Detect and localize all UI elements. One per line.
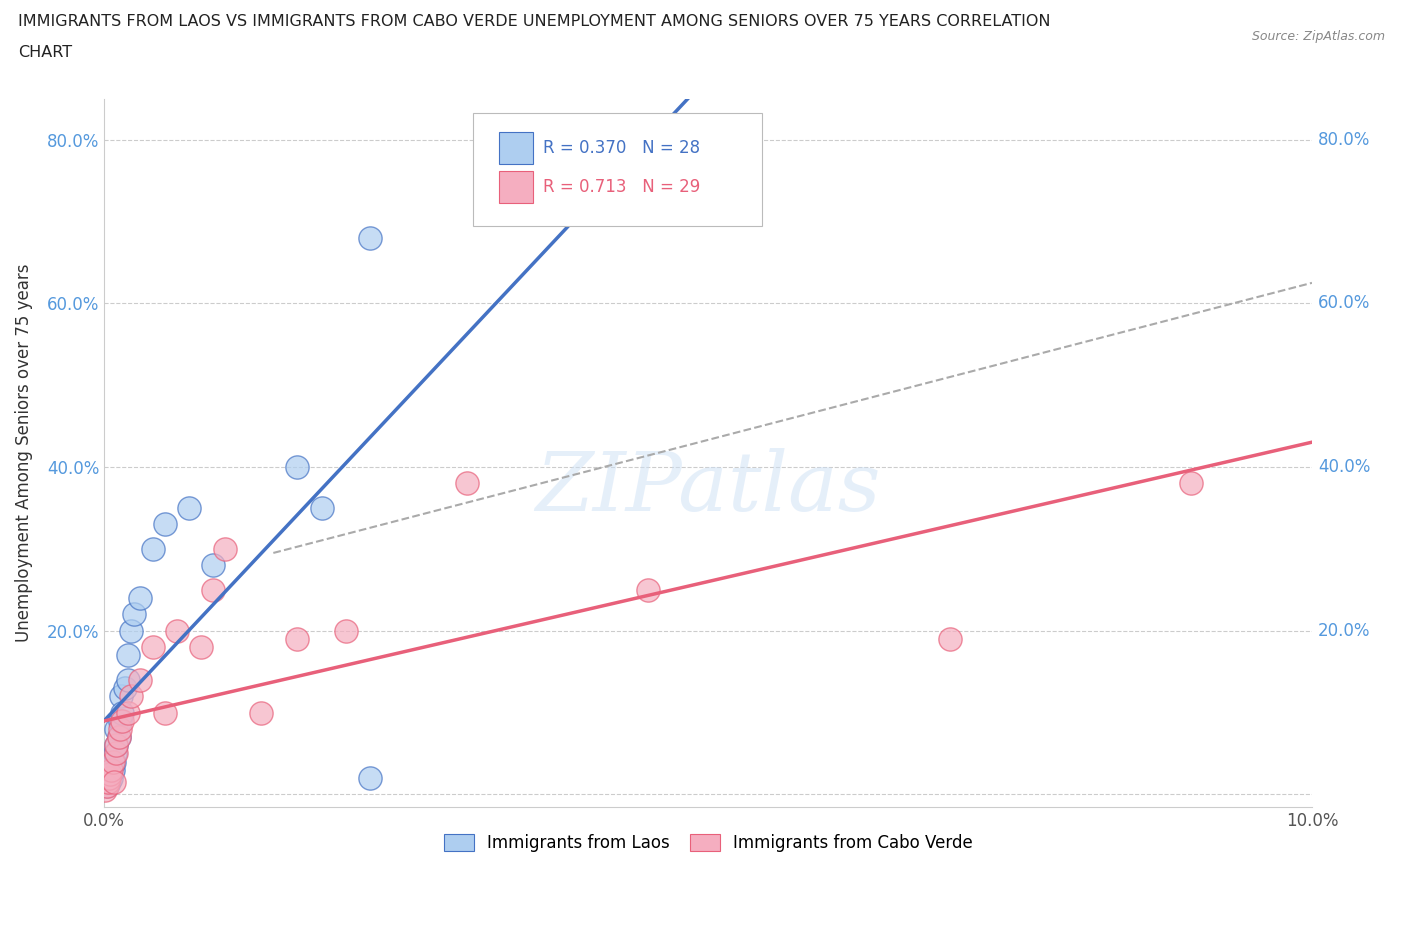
Point <box>124 607 146 622</box>
Point <box>335 623 357 638</box>
Point <box>108 722 131 737</box>
Point <box>287 459 309 474</box>
Point <box>1180 476 1202 491</box>
Y-axis label: Unemployment Among Seniors over 75 years: Unemployment Among Seniors over 75 years <box>15 263 32 642</box>
Point <box>94 783 117 798</box>
Point <box>96 778 118 793</box>
Point <box>120 689 142 704</box>
Point <box>938 631 960 646</box>
Point <box>311 500 333 515</box>
Point <box>100 771 122 786</box>
Point <box>104 746 127 761</box>
Legend: Immigrants from Laos, Immigrants from Cabo Verde: Immigrants from Laos, Immigrants from Ca… <box>437 827 980 858</box>
Point <box>637 582 659 597</box>
Point <box>111 705 134 720</box>
Point <box>142 541 165 556</box>
Point <box>166 623 188 638</box>
Point <box>101 763 124 777</box>
Text: ZIPatlas: ZIPatlas <box>536 448 880 528</box>
Point <box>153 705 176 720</box>
Text: R = 0.370   N = 28: R = 0.370 N = 28 <box>543 140 700 157</box>
Point <box>96 778 118 793</box>
Point <box>142 640 165 655</box>
Point <box>100 763 122 777</box>
Point <box>98 766 121 781</box>
Point <box>287 631 309 646</box>
Point <box>129 672 152 687</box>
Point <box>190 640 212 655</box>
Point <box>98 775 121 790</box>
Bar <box>499 132 533 165</box>
Point <box>103 775 125 790</box>
Point <box>214 541 236 556</box>
Text: Source: ZipAtlas.com: Source: ZipAtlas.com <box>1251 30 1385 43</box>
Point <box>105 722 128 737</box>
Point <box>359 771 381 786</box>
Text: CHART: CHART <box>18 45 72 60</box>
Point <box>101 754 124 769</box>
Point <box>105 737 128 752</box>
Point <box>107 730 129 745</box>
Point <box>111 713 134 728</box>
Point <box>97 775 120 790</box>
Point <box>177 500 200 515</box>
Point <box>105 737 128 752</box>
Point <box>103 754 125 769</box>
Point <box>117 672 139 687</box>
Point <box>129 591 152 605</box>
Point <box>250 705 273 720</box>
Point <box>110 689 132 704</box>
Point <box>108 713 131 728</box>
Point <box>107 730 129 745</box>
Point <box>98 766 121 781</box>
Point <box>117 705 139 720</box>
Text: 20.0%: 20.0% <box>1317 621 1371 640</box>
Text: 40.0%: 40.0% <box>1317 458 1371 476</box>
Text: 80.0%: 80.0% <box>1317 130 1371 149</box>
Text: R = 0.713   N = 29: R = 0.713 N = 29 <box>543 179 700 196</box>
Point <box>114 681 136 696</box>
Point <box>98 771 121 786</box>
Point <box>117 648 139 663</box>
Point <box>120 623 142 638</box>
Point <box>359 231 381 246</box>
Text: 60.0%: 60.0% <box>1317 294 1371 312</box>
Point <box>105 746 128 761</box>
Text: IMMIGRANTS FROM LAOS VS IMMIGRANTS FROM CABO VERDE UNEMPLOYMENT AMONG SENIORS OV: IMMIGRANTS FROM LAOS VS IMMIGRANTS FROM … <box>18 14 1050 29</box>
Point <box>456 476 478 491</box>
Point <box>153 517 176 532</box>
Bar <box>499 171 533 203</box>
FancyBboxPatch shape <box>472 113 762 226</box>
Point <box>97 771 120 786</box>
Point <box>201 558 224 573</box>
Point <box>201 582 224 597</box>
